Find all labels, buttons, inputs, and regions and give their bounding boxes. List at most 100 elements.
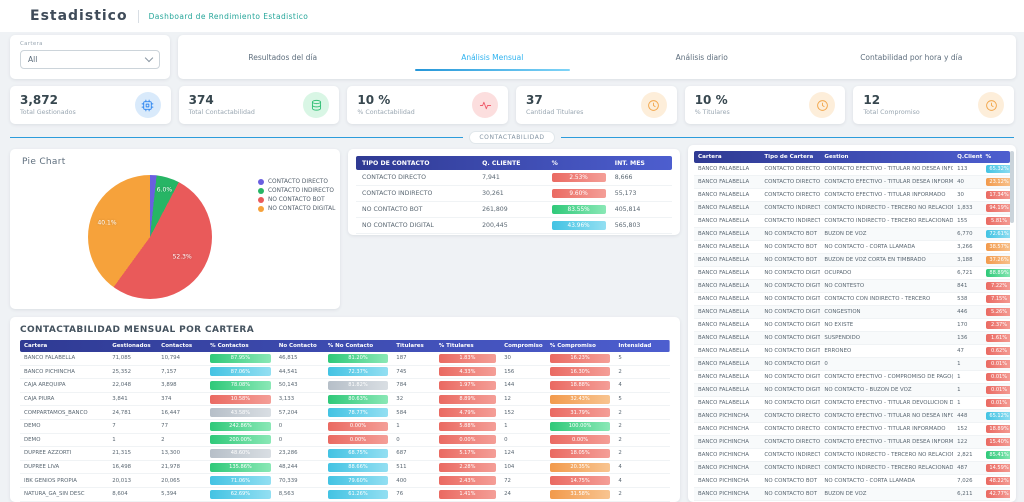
table-row[interactable]: BANCO PICHINCHA CONTACTO DIRECTO CONTACTO … xyxy=(694,422,1010,436)
cell-cartera: BANCO PICHINCHA xyxy=(694,435,761,449)
cell-intensidad: 2 xyxy=(614,433,670,448)
cell-titulares: 400 xyxy=(392,473,435,488)
cell-q-clientes: 47 xyxy=(953,344,982,358)
table-row[interactable]: BANCO PICHINCHA CONTACTO INDIRECTO CONTACT… xyxy=(694,448,1010,462)
table-row[interactable]: DUPREE LIVA 16,498 21,978 135.86% 48,244 88.6… xyxy=(20,460,670,475)
monthly-table-card: CONTACTABILIDAD MENSUAL POR CARTERA Cart… xyxy=(10,317,680,502)
cell-q-clientes: 2,821 xyxy=(953,448,982,462)
cell-tipo-de-cartera: NO CONTACTO BOT xyxy=(760,253,821,267)
cell-titulares: 5.88% xyxy=(434,419,501,434)
legend-item-contacto-directo[interactable]: CONTACTO DIRECTO xyxy=(258,179,335,185)
table-row[interactable]: BANCO FALABELLA NO CONTACTO BOT BUZON DE V… xyxy=(694,253,1010,267)
cell-contactos: 7,157 xyxy=(157,365,207,380)
table-row[interactable]: BANCO PICHINCHA CONTACTO DIRECTO CONTACTO … xyxy=(694,409,1010,423)
table-row[interactable]: IBK GENIOS PROPIA 20,013 20,065 71.06% 70,33… xyxy=(20,473,670,488)
clock-icon xyxy=(809,92,836,118)
cell-gestion: NO CONTACTO - CORTA LLAMADA xyxy=(820,474,954,488)
table-row[interactable]: NATURA_GA_SIN DESC 8,604 5,394 62.69% 8,563 6… xyxy=(20,487,670,502)
cartera-select[interactable]: All xyxy=(20,50,160,69)
scrollbar[interactable] xyxy=(1010,151,1014,223)
cell-gestion: CONTACTO EFECTIVO - COMPROMISO DE PAGO(P… xyxy=(820,370,954,384)
cell-pct: 0.01% xyxy=(981,357,1010,371)
table-row[interactable]: DEMO 7 77 242.86% 0 0.00% 1 5.88% 1 100.00% 2 xyxy=(20,419,670,434)
cell-gestionados: 16,498 xyxy=(108,460,158,475)
status-badge: 2.43% xyxy=(438,476,497,486)
cell-pct: 65.32% xyxy=(981,163,1010,176)
table-row[interactable]: BANCO PICHINCHA CONTACTO INDIRECTO CONTACT… xyxy=(694,461,1010,475)
legend-item-no-contacto-bot[interactable]: NO CONTACTO BOT xyxy=(258,197,335,203)
table-row[interactable]: NO CONTACTO DIGITAL 200,445 43.96% 565,803 xyxy=(356,217,672,234)
table-row[interactable]: BANCO FALABELLA CONTACTO INDIRECTO CONTACT… xyxy=(694,214,1010,228)
pie-graphic[interactable] xyxy=(88,175,212,299)
breadcrumb-link[interactable]: Dashboard de Rendimiento Estadistico xyxy=(148,11,309,21)
table-row[interactable]: BANCO FALABELLA CONTACTO DIRECTO CONTACTO … xyxy=(694,163,1010,176)
cell-intensidad: 4 xyxy=(614,378,670,393)
legend-item-contacto-indirecto[interactable]: CONTACTO INDIRECTO xyxy=(258,188,335,194)
cell-q-cliente: 200,445 xyxy=(476,217,546,234)
section-divider: CONTACTABILIDAD xyxy=(10,130,1014,144)
cell-cartera: BANCO FALABELLA xyxy=(694,214,761,228)
column-header-pct: % xyxy=(551,159,558,167)
table-row[interactable]: DEMO 1 2 200.00% 0 0.00% 0 0.00% 0 0.00% 2 xyxy=(20,433,670,448)
cell-no-contacto: 81.20% xyxy=(323,352,393,366)
table-row[interactable]: BANCO FALABELLA 71,085 10,794 87.95% 46,815 8… xyxy=(20,352,670,366)
table-row[interactable]: BANCO FALABELLA NO CONTACTO BOT BUZON DE V… xyxy=(694,227,1010,241)
legend-item-no-contacto-digital[interactable]: NO CONTACTO DIGITAL xyxy=(258,206,335,212)
table-row[interactable]: CONTACTO INDIRECTO 30,261 9.60% 55,173 xyxy=(356,185,672,202)
table-row[interactable]: NO CONTACTO BOT 261,809 83.55% 405,814 xyxy=(356,201,672,218)
cell-cartera: BANCO FALABELLA xyxy=(694,266,761,280)
cell-tipo-de-cartera: NO CONTACTO BOT xyxy=(760,474,821,488)
table-row[interactable]: BANCO FALABELLA CONTACTO DIRECTO CONTACTO … xyxy=(694,188,1010,202)
cell-pct: 48.22% xyxy=(981,474,1010,488)
table-row[interactable]: DUPREE AZZORTI 21,315 13,300 48.60% 23,286 68… xyxy=(20,446,670,461)
cell-compromiso: 30 xyxy=(500,352,546,366)
table-row[interactable]: CAJA AREQUIPA 22,048 3,898 78.08% 50,143 81.8… xyxy=(20,378,670,393)
cell-no-contacto: 79.60% xyxy=(323,473,393,488)
cell-pct: 94.19% xyxy=(981,201,1010,215)
table-row[interactable]: BANCO FALABELLA NO CONTACTO BOT NO CONTACT… xyxy=(694,240,1010,254)
status-badge: 0.01% xyxy=(985,373,1010,381)
table-row[interactable]: COMPARTAMOS_BANCO 24,781 16,447 43.58% 57,20… xyxy=(20,405,670,420)
kpi-cantidad-titulares: 37 Cantidad Titulares xyxy=(516,86,677,124)
table-row[interactable]: CONTACTO DIRECTO 7,941 2.53% 8,666 xyxy=(356,170,672,186)
table-row[interactable]: CAJA PIURA 3,841 374 10.58% 3,133 80.63% 32 8.8… xyxy=(20,392,670,407)
cell-tipo-de-cartera: NO CONTACTO DIGITAL xyxy=(760,344,821,358)
table-row[interactable]: BANCO FALABELLA CONTACTO INDIRECTO CONTACT… xyxy=(694,201,1010,215)
tab-contabilidad-por-hora-y-d-a[interactable]: Contabilidad por hora y día xyxy=(807,35,1017,79)
table-row[interactable]: BANCO PICHINCHA 25,352 7,157 87.06% 44,541 72… xyxy=(20,365,670,380)
cell-q-clientes: 6,721 xyxy=(953,266,982,280)
cell-cartera: BANCO PICHINCHA xyxy=(694,487,761,501)
cell-gestion: OCUPADO xyxy=(820,266,954,280)
status-badge: 9.60% xyxy=(551,189,606,198)
legend-dot xyxy=(258,206,264,212)
table-row[interactable]: BANCO PICHINCHA CONTACTO DIRECTO CONTACTO … xyxy=(694,435,1010,449)
cell-contactos: 5,394 xyxy=(157,487,207,502)
tab-an-lisis-mensual[interactable]: Análisis Mensual xyxy=(388,35,598,79)
table-row[interactable]: BANCO FALABELLA CONTACTO DIRECTO CONTACTO … xyxy=(694,175,1010,189)
tab-resultados-del-d-a[interactable]: Resultados del día xyxy=(178,35,388,79)
pie-chart[interactable]: 6.0% 52.3% 40.1% xyxy=(88,175,212,299)
status-badge: 0.00% xyxy=(327,421,389,431)
cell-no-contacto: 44,541 xyxy=(274,365,324,380)
status-badge: 23.12% xyxy=(985,178,1010,186)
cell-compromiso: 24 xyxy=(500,487,546,502)
cell-titulares: 32 xyxy=(392,392,435,407)
kpi-text: 12 Total Compromiso xyxy=(863,94,919,116)
status-badge: 242.86% xyxy=(210,421,271,431)
table-row[interactable]: BANCO PICHINCHA NO CONTACTO BOT NO CONTACT… xyxy=(694,474,1010,488)
cell-titulares: 4.33% xyxy=(434,365,501,380)
tab-an-lisis-diario[interactable]: Análisis diario xyxy=(597,35,807,79)
